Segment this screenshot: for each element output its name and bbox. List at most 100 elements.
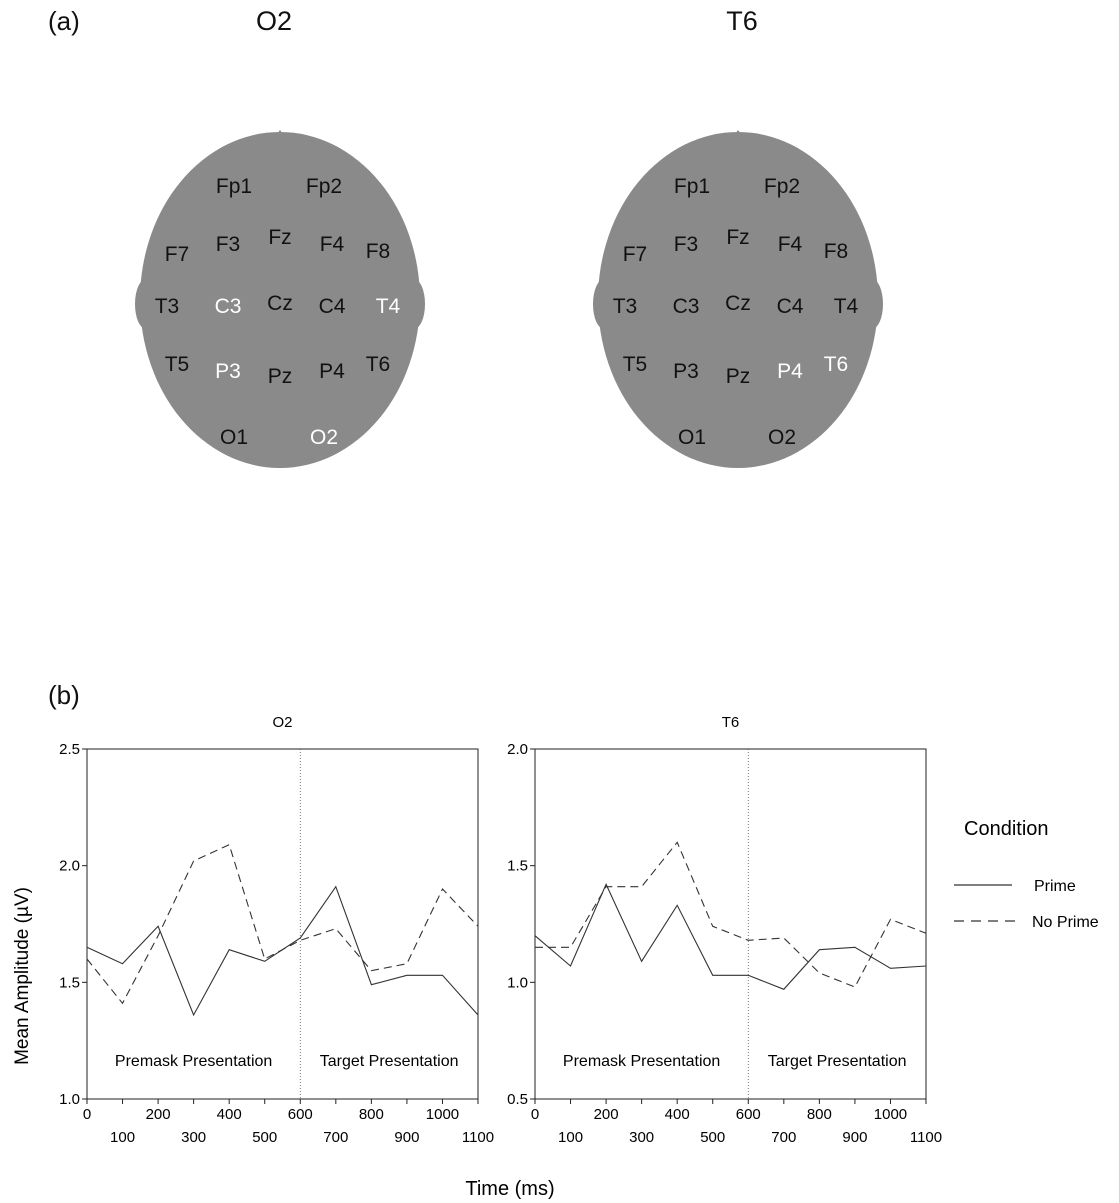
x-tick-label: 700 xyxy=(771,1129,796,1146)
annotation-premask: Premask Presentation xyxy=(115,1053,272,1070)
electrode-c3: C3 xyxy=(673,295,700,318)
panel-b-label: (b) xyxy=(48,680,80,710)
x-tick-label: 0 xyxy=(83,1106,91,1123)
x-tick-label: 800 xyxy=(807,1106,832,1123)
legend-label-no-prime: No Prime xyxy=(1032,914,1099,931)
electrode-f3: F3 xyxy=(216,233,241,256)
x-tick-label: 1100 xyxy=(910,1129,942,1146)
y-tick-label: 2.0 xyxy=(59,858,80,875)
electrode-o1: O1 xyxy=(678,426,706,449)
electrode-o2: O2 xyxy=(310,426,338,449)
head-title-o2: O2 xyxy=(255,6,293,36)
x-tick-label: 500 xyxy=(700,1129,725,1146)
panel-a-label: (a) xyxy=(48,6,80,36)
electrode-fp2: Fp2 xyxy=(306,175,342,198)
chart-t6: T6 0.5 1.0 1.5 2.0 0 200 400 600 800 1000 100 300 500… xyxy=(507,714,942,1146)
x-tick-label: 400 xyxy=(217,1106,242,1123)
electrode-f7: F7 xyxy=(623,243,648,266)
electrode-p4: P4 xyxy=(777,360,803,383)
series-line-prime xyxy=(86,885,479,1017)
x-tick-label: 1100 xyxy=(462,1129,494,1146)
y-tick-label: 1.0 xyxy=(59,1091,80,1108)
x-tick-label: 900 xyxy=(842,1129,867,1146)
annotation-premask: Premask Presentation xyxy=(563,1053,720,1070)
electrode-pz: Pz xyxy=(726,365,751,388)
electrode-f3: F3 xyxy=(674,233,699,256)
head-maps: Fp1 Fp2 F7 F3 Fz F4 F8 T3 C3 Cz C4 T4 T5 P3 Pz P4 T6 O1 O2… xyxy=(135,130,883,468)
electrode-fp2: Fp2 xyxy=(764,175,800,198)
head-outline xyxy=(598,132,878,468)
x-tick-label: 300 xyxy=(181,1129,206,1146)
head-title-t6: T6 xyxy=(726,6,758,36)
electrode-t5: T5 xyxy=(623,353,648,376)
electrode-f8: F8 xyxy=(824,240,849,263)
x-tick-label: 1000 xyxy=(874,1106,907,1123)
x-axis-label: Time (ms) xyxy=(465,1178,554,1200)
electrode-fz: Fz xyxy=(268,226,291,249)
x-tick-label: 1000 xyxy=(426,1106,459,1123)
electrode-t6: T6 xyxy=(824,353,849,376)
legend-label-prime: Prime xyxy=(1034,878,1076,895)
electrode-t4: T4 xyxy=(376,295,401,318)
x-tick-label: 600 xyxy=(288,1106,313,1123)
x-tick-label: 200 xyxy=(146,1106,171,1123)
electrode-f7: F7 xyxy=(165,243,190,266)
line-charts: Mean Amplitude (µV) Time (ms) O2 1.0 1.5 2.… xyxy=(12,714,1099,1200)
chart-title: O2 xyxy=(272,714,292,731)
electrode-p3: P3 xyxy=(215,360,241,383)
electrode-t5: T5 xyxy=(165,353,190,376)
y-tick-label: 0.5 xyxy=(507,1091,528,1108)
electrode-fz: Fz xyxy=(726,226,749,249)
electrode-c4: C4 xyxy=(777,295,804,318)
x-tick-label: 100 xyxy=(558,1129,583,1146)
electrode-pz: Pz xyxy=(268,365,293,388)
electrode-p4: P4 xyxy=(319,360,345,383)
electrode-f4: F4 xyxy=(320,233,345,256)
y-tick-label: 1.0 xyxy=(507,974,528,991)
plot-frame xyxy=(86,748,479,1100)
chart-title: T6 xyxy=(722,714,740,731)
head-map-t6: Fp1 Fp2 F7 F3 Fz F4 F8 T3 C3 Cz C4 T4 T5 P3 Pz P4 T6 O1 O2 xyxy=(593,130,883,468)
series-line-no-prime xyxy=(535,841,927,988)
electrode-c3: C3 xyxy=(215,295,242,318)
electrode-t4: T4 xyxy=(834,295,859,318)
x-tick-label: 600 xyxy=(736,1106,761,1123)
x-tick-label: 400 xyxy=(665,1106,690,1123)
electrode-o1: O1 xyxy=(220,426,248,449)
x-tick-label: 900 xyxy=(394,1129,419,1146)
x-tick-label: 300 xyxy=(629,1129,654,1146)
electrode-cz: Cz xyxy=(267,292,293,315)
head-outline xyxy=(140,132,420,468)
y-axis-label: Mean Amplitude (µV) xyxy=(12,887,33,1065)
y-tick-label: 2.0 xyxy=(507,741,528,758)
y-tick-label: 2.5 xyxy=(59,741,80,758)
annotation-target: Target Presentation xyxy=(768,1053,907,1070)
x-tick-label: 800 xyxy=(359,1106,384,1123)
electrode-fp1: Fp1 xyxy=(216,175,252,198)
series-line-no-prime xyxy=(86,843,479,1005)
chart-o2: O2 1.0 1.5 2.0 2.5 0 200 400 600 800 1000 100 300 500… xyxy=(59,714,494,1146)
electrode-f8: F8 xyxy=(366,240,391,263)
electrode-cz: Cz xyxy=(725,292,751,315)
legend: Condition Prime No Prime xyxy=(954,818,1099,931)
electrode-p3: P3 xyxy=(673,360,699,383)
electrode-f4: F4 xyxy=(778,233,803,256)
x-tick-label: 700 xyxy=(323,1129,348,1146)
x-tick-label: 0 xyxy=(531,1106,539,1123)
x-tick-label: 200 xyxy=(594,1106,619,1123)
plot-frame xyxy=(534,748,927,1100)
electrode-t3: T3 xyxy=(155,295,180,318)
x-tick-label: 500 xyxy=(252,1129,277,1146)
y-tick-label: 1.5 xyxy=(59,974,80,991)
legend-title: Condition xyxy=(964,818,1049,840)
series-line-prime xyxy=(534,882,927,990)
annotation-target: Target Presentation xyxy=(320,1053,459,1070)
electrode-c4: C4 xyxy=(319,295,346,318)
y-tick-label: 1.5 xyxy=(507,858,528,875)
head-map-o2: Fp1 Fp2 F7 F3 Fz F4 F8 T3 C3 Cz C4 T4 T5 P3 Pz P4 T6 O1 O2 xyxy=(135,130,425,468)
electrode-t3: T3 xyxy=(613,295,638,318)
x-tick-label: 100 xyxy=(110,1129,135,1146)
electrode-t6: T6 xyxy=(366,353,391,376)
electrode-fp1: Fp1 xyxy=(674,175,710,198)
electrode-o2: O2 xyxy=(768,426,796,449)
